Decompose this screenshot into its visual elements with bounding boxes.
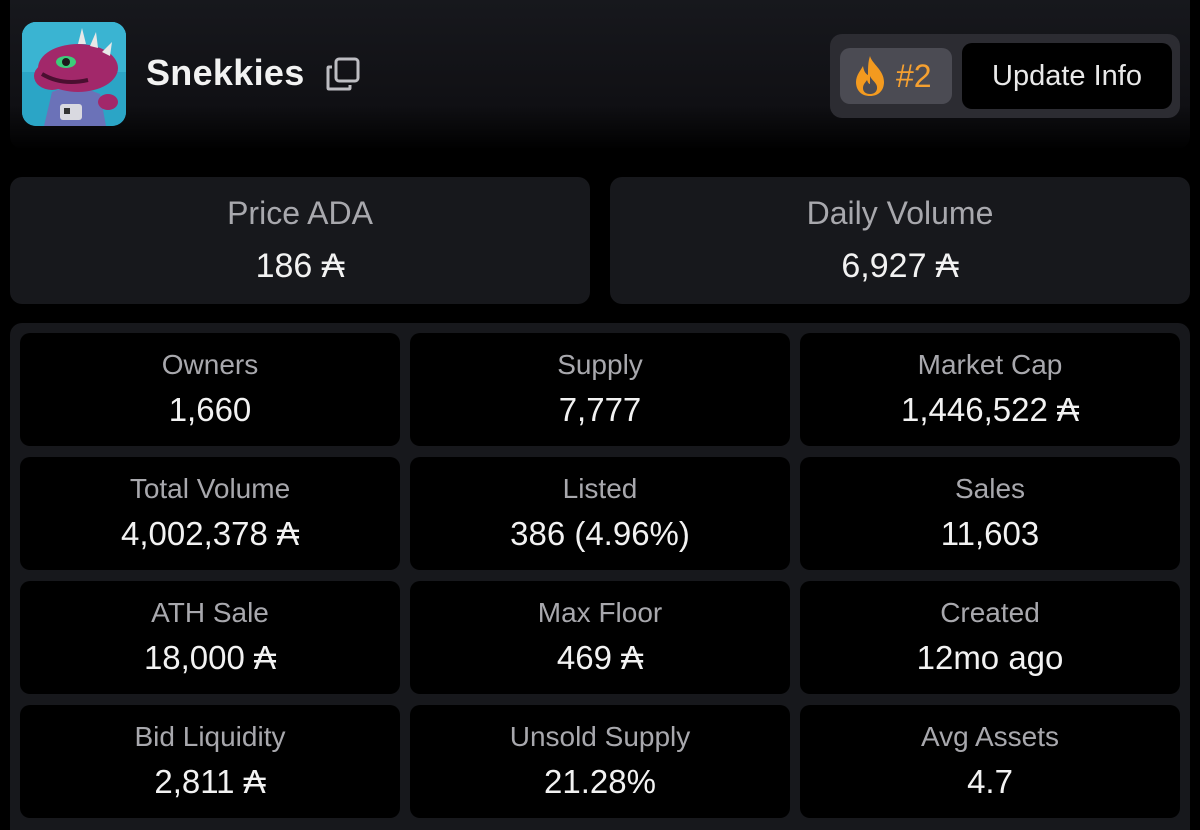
stat-owners: Owners 1,660	[20, 333, 400, 446]
daily-volume-value: 6,927 ₳	[841, 247, 959, 285]
stat-supply: Supply 7,777	[410, 333, 790, 446]
price-card: Price ADA 186 ₳	[10, 177, 590, 304]
stat-avg-assets: Avg Assets 4.7	[800, 705, 1180, 818]
rank-panel: #2 Update Info	[830, 34, 1180, 118]
stat-total-volume: Total Volume 4,002,378 ₳	[20, 457, 400, 570]
rank-number: #2	[896, 58, 932, 94]
stat-label: Total Volume	[129, 473, 291, 504]
stat-value: 7,777	[558, 391, 642, 428]
stat-label: Listed	[562, 473, 638, 504]
stat-value: 1,660	[168, 391, 252, 428]
stat-value: 12mo ago	[916, 639, 1064, 676]
daily-volume-card: Daily Volume 6,927 ₳	[610, 177, 1190, 304]
daily-volume-label: Daily Volume	[806, 195, 994, 231]
collection-avatar[interactable]	[22, 22, 126, 126]
stats-grid: Owners 1,660 Supply 7,777 Market Cap 1,4…	[10, 323, 1190, 830]
stat-value: 11,603	[940, 515, 1040, 552]
fire-icon	[850, 54, 890, 98]
collection-header: Snekkies #2 Update Info	[10, 0, 1190, 150]
stat-label: Created	[940, 597, 1040, 628]
price-value: 186 ₳	[255, 247, 345, 285]
stat-value: 21.28%	[544, 763, 656, 800]
stat-value: 18,000 ₳	[143, 639, 277, 676]
stat-label: Owners	[161, 349, 259, 380]
stat-listed: Listed 386 (4.96%)	[410, 457, 790, 570]
stat-created: Created 12mo ago	[800, 581, 1180, 694]
rank-badge[interactable]: #2	[840, 48, 952, 104]
stat-label: Max Floor	[537, 597, 663, 628]
snake-avatar-image	[22, 22, 126, 126]
stat-label: ATH Sale	[151, 597, 269, 628]
stat-label: Supply	[557, 349, 643, 380]
stat-ath-sale: ATH Sale 18,000 ₳	[20, 581, 400, 694]
stat-value: 4,002,378 ₳	[121, 515, 299, 552]
stat-label: Sales	[954, 473, 1026, 504]
stat-value: 4.7	[967, 763, 1013, 800]
stat-unsold-supply: Unsold Supply 21.28%	[410, 705, 790, 818]
stat-value: 469 ₳	[556, 639, 644, 676]
stat-label: Bid Liquidity	[134, 721, 286, 752]
stat-label: Unsold Supply	[509, 721, 691, 752]
stat-value: 1,446,522 ₳	[901, 391, 1079, 428]
stat-value: 2,811 ₳	[154, 763, 266, 800]
stat-bid-liquidity: Bid Liquidity 2,811 ₳	[20, 705, 400, 818]
copy-icon[interactable]	[324, 55, 362, 93]
stat-market-cap: Market Cap 1,446,522 ₳	[800, 333, 1180, 446]
update-info-button[interactable]: Update Info	[962, 43, 1172, 109]
price-label: Price ADA	[227, 195, 373, 231]
stat-value: 386 (4.96%)	[510, 515, 690, 552]
stat-sales: Sales 11,603	[800, 457, 1180, 570]
collection-title: Snekkies	[146, 52, 305, 93]
stat-max-floor: Max Floor 469 ₳	[410, 581, 790, 694]
stat-label: Market Cap	[917, 349, 1063, 380]
stat-label: Avg Assets	[920, 721, 1059, 752]
